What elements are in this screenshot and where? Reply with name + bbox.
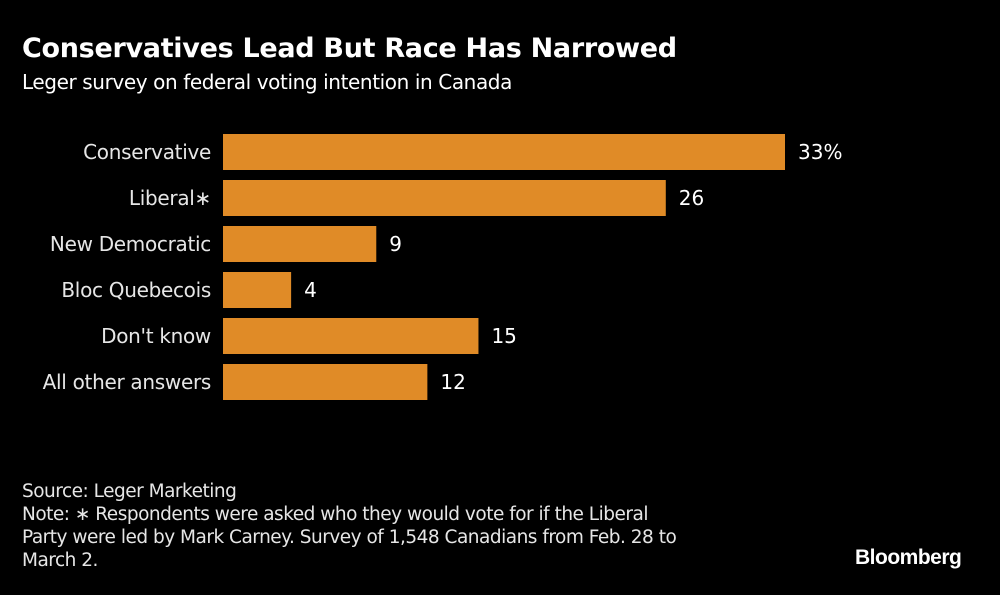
note-line: Note: ∗ Respondents were asked who they … (22, 504, 648, 525)
value-label: 12 (440, 370, 465, 394)
note-line: Party were led by Mark Carney. Survey of… (22, 527, 677, 548)
bar (223, 226, 377, 262)
category-label: Don't know (101, 324, 211, 348)
value-label: 33% (798, 140, 842, 164)
bar (223, 272, 292, 308)
bar (223, 134, 785, 170)
chart-title: Conservatives Lead But Race Has Narrowed (22, 33, 677, 64)
bar (223, 318, 479, 354)
note-line: March 2. (22, 550, 98, 571)
value-label: 4 (304, 278, 317, 302)
bar-chart: Conservative 33% Liberal∗ 26 New Democratic 9… (43, 134, 842, 400)
bar (223, 364, 428, 400)
value-label: 26 (679, 186, 704, 210)
category-label: Conservative (83, 140, 211, 164)
value-label: 15 (491, 324, 516, 348)
bars-group: Conservative 33% Liberal∗ 26 New Democratic 9… (43, 134, 842, 400)
source-note: Source: Leger Marketing (22, 481, 237, 502)
bar (223, 180, 666, 216)
value-label: 9 (389, 232, 402, 256)
category-label: Bloc Quebecois (61, 278, 211, 302)
category-label: All other answers (43, 370, 211, 394)
bloomberg-logo: Bloomberg (855, 546, 962, 569)
category-label: New Democratic (50, 232, 211, 256)
chart-subtitle: Leger survey on federal voting intention… (22, 70, 512, 94)
chart-footer: Source: Leger Marketing Note: ∗ Responde… (22, 480, 677, 572)
category-label: Liberal∗ (129, 186, 211, 210)
